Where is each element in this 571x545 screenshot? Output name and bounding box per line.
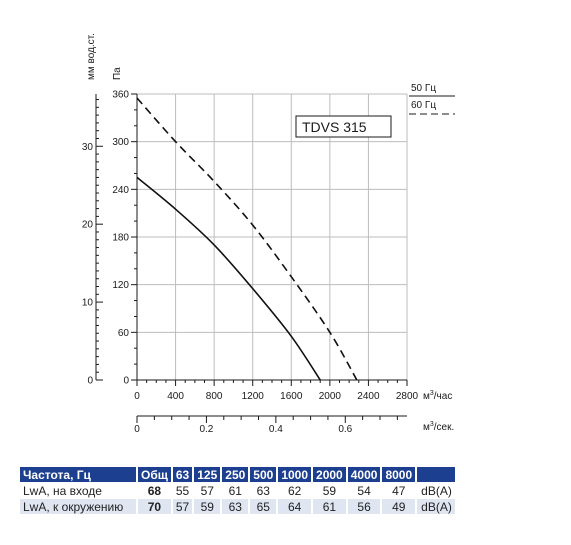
x-tick-label: 0 bbox=[134, 391, 140, 402]
pa-axis: 0 60 120 180 240 300 360 bbox=[112, 90, 137, 387]
row-value: 55 bbox=[175, 483, 190, 498]
chart-grid bbox=[137, 93, 408, 380]
x-tick-label: 1200 bbox=[242, 391, 265, 402]
x-tick-label: 2400 bbox=[357, 391, 380, 402]
row-value: 57 bbox=[200, 483, 214, 498]
x-tick-label: 2800 bbox=[396, 391, 419, 402]
sec-tick-label: 0.6 bbox=[338, 424, 352, 435]
pa-tick-label: 300 bbox=[112, 137, 129, 148]
table-header-cell: 1000 bbox=[278, 467, 312, 482]
row-value: 47 bbox=[392, 483, 406, 498]
row-value: 57 bbox=[172, 499, 193, 514]
legend: 50 Гц 60 Гц bbox=[409, 83, 455, 115]
curve-60hz bbox=[136, 97, 358, 381]
x-axis-flow-hour: 0 400 800 1200 1600 2000 2400 2800 bbox=[134, 380, 419, 402]
row-total: 68 bbox=[147, 483, 162, 498]
noise-table-header: Частота, Гц Общ 63 125 250 500 1000 2000 4000 800… bbox=[20, 467, 455, 482]
pa-tick-label: 180 bbox=[112, 233, 129, 244]
x-tick-label: 800 bbox=[206, 391, 223, 402]
table-header-cell bbox=[417, 467, 455, 482]
x-axis-unit-hour: м3/час bbox=[423, 390, 452, 402]
row-value: 64 bbox=[278, 499, 312, 514]
pa-axis-title: Па bbox=[112, 67, 123, 80]
x-tick-label: 2000 bbox=[319, 391, 342, 402]
table-header-cell: 4000 bbox=[347, 467, 381, 482]
mm-tick-label: 30 bbox=[82, 142, 94, 153]
x-tick-label: 1600 bbox=[280, 391, 303, 402]
row-total: 70 bbox=[138, 499, 171, 514]
legend-label-60hz: 60 Гц bbox=[411, 100, 436, 111]
row-label: LwA, к окружению bbox=[20, 499, 136, 514]
model-label: TDVS 315 bbox=[302, 119, 367, 135]
row-value: 61 bbox=[228, 483, 242, 498]
row-value: 63 bbox=[222, 499, 249, 514]
sec-tick-label: 0.2 bbox=[199, 424, 213, 435]
chart-curves bbox=[136, 97, 358, 381]
row-value: 59 bbox=[194, 499, 221, 514]
model-label-box bbox=[295, 115, 392, 138]
row-unit: dB(A) bbox=[417, 499, 455, 514]
row-label: LwA, на входе bbox=[23, 483, 102, 498]
table-header-cell: 125 bbox=[194, 467, 221, 482]
table-header-cell: 250 bbox=[222, 467, 249, 482]
table-header-cell: 63 bbox=[172, 467, 193, 482]
table-header-cell: Общ bbox=[138, 467, 171, 482]
row-value: 59 bbox=[322, 483, 337, 498]
table-header-cell: 2000 bbox=[313, 467, 346, 482]
row-value: 49 bbox=[382, 499, 416, 514]
sec-tick-label: 0 bbox=[134, 424, 140, 435]
row-value: 62 bbox=[288, 483, 302, 498]
row-value: 54 bbox=[357, 483, 371, 498]
table-row: LwA, на входе 68 55 57 61 63 62 59 54 47 dB(A) bbox=[20, 483, 455, 498]
mm-tick-label: 10 bbox=[82, 298, 94, 309]
x-tick-label: 400 bbox=[167, 391, 184, 402]
row-value: 63 bbox=[256, 483, 270, 498]
mm-tick-label: 0 bbox=[87, 376, 93, 387]
legend-label-50hz: 50 Гц bbox=[411, 83, 436, 94]
mm-axis-title: мм вод.ст. bbox=[86, 33, 97, 80]
row-value: 56 bbox=[347, 499, 381, 514]
noise-table: Частота, Гц Общ 63 125 250 500 1000 2000 4000 800… bbox=[18, 466, 457, 515]
pa-tick-label: 240 bbox=[112, 185, 129, 196]
mm-axis: 0 10 20 30 bbox=[82, 94, 103, 387]
pa-tick-label: 360 bbox=[112, 90, 129, 101]
x-axis-flow-sec: 0 0.2 0.4 0.6 bbox=[134, 415, 407, 435]
table-header-cell: 500 bbox=[250, 467, 277, 482]
table-header-cell: 8000 bbox=[382, 467, 416, 482]
pa-tick-label: 0 bbox=[123, 376, 129, 387]
row-value: 61 bbox=[313, 499, 346, 514]
row-unit: dB(A) bbox=[421, 483, 452, 498]
mm-tick-label: 20 bbox=[82, 220, 94, 231]
curve-50hz bbox=[136, 176, 321, 381]
pa-tick-label: 60 bbox=[118, 328, 130, 339]
row-value: 65 bbox=[250, 499, 277, 514]
x-axis-unit-sec: м3/сек. bbox=[423, 421, 454, 433]
sec-tick-label: 0.4 bbox=[269, 424, 283, 435]
table-header-label: Частота, Гц bbox=[20, 467, 136, 482]
pa-tick-label: 120 bbox=[112, 280, 129, 291]
table-row: LwA, к окружению 70 57 59 63 65 64 61 56 49 dB(A) bbox=[20, 499, 455, 514]
